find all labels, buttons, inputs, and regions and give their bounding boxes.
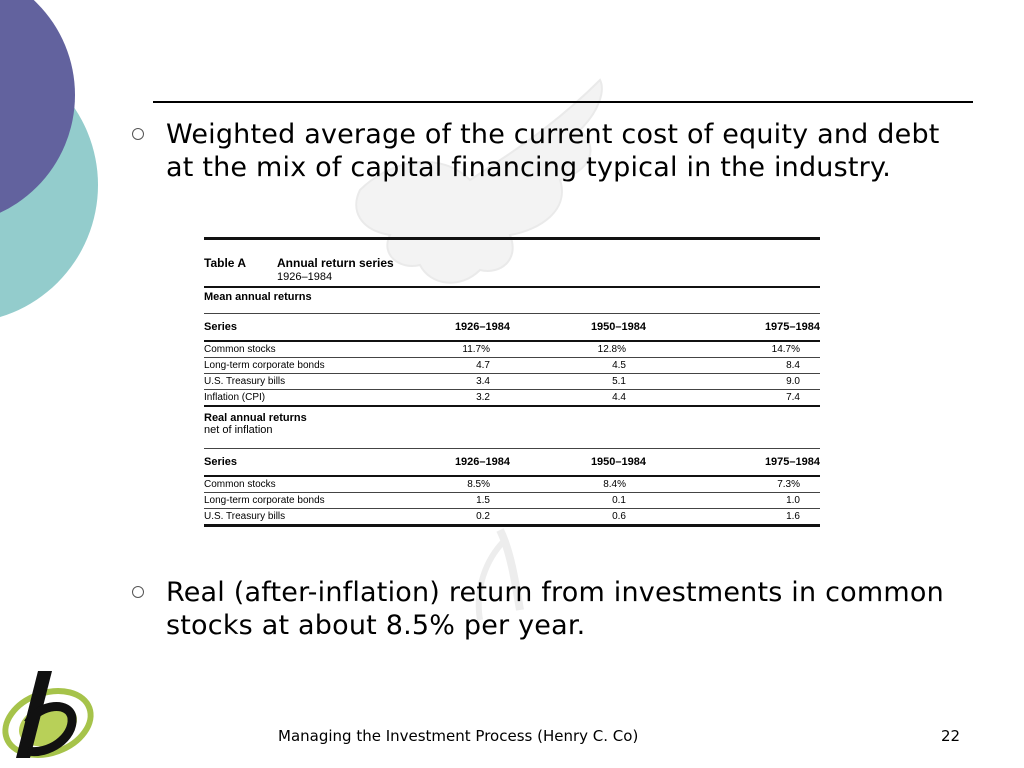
cell: 8.4%	[603, 479, 626, 490]
table-row: Common stocks 8.5% 8.4% 7.3%	[204, 477, 820, 492]
cell: Common stocks	[204, 344, 276, 355]
table-row: Inflation (CPI) 3.2 4.4 7.4	[204, 390, 820, 405]
cell: 7.4	[786, 392, 800, 403]
section-subtitle: net of inflation	[204, 424, 273, 436]
cell: 0.2	[476, 511, 490, 522]
table-rule	[204, 373, 820, 374]
cell: 1.5	[476, 495, 490, 506]
bullet-circle-icon	[132, 128, 144, 140]
bullet-circle-icon	[132, 586, 144, 598]
table-rule	[204, 389, 820, 390]
table-title: Annual return series	[277, 256, 394, 270]
cell: Common stocks	[204, 479, 276, 490]
table-caption: Table A Annual return series 1926–1984	[204, 240, 820, 286]
table-row: Long-term corporate bonds 1.5 0.1 1.0	[204, 493, 820, 508]
table-header-row: Series 1926–1984 1950–1984 1975–1984	[204, 449, 820, 475]
cell: 8.4	[786, 360, 800, 371]
cell: 0.6	[612, 511, 626, 522]
cell: 8.5%	[467, 479, 490, 490]
cell: 4.7	[476, 360, 490, 371]
table-rule	[204, 475, 820, 477]
returns-table: Table A Annual return series 1926–1984 M…	[204, 237, 820, 527]
table-rule	[204, 508, 820, 509]
cell: 4.5	[612, 360, 626, 371]
brand-logo	[2, 671, 94, 758]
table-rule	[204, 448, 820, 449]
cell: 11.7%	[462, 344, 490, 355]
table-row: U.S. Treasury bills 0.2 0.6 1.6	[204, 509, 820, 524]
table-row: U.S. Treasury bills 3.4 5.1 9.0	[204, 374, 820, 389]
table-rule	[204, 286, 820, 288]
cell: U.S. Treasury bills	[204, 376, 286, 387]
table-rule	[204, 492, 820, 493]
table-row: Long-term corporate bonds 4.7 4.5 8.4	[204, 358, 820, 373]
cell: 9.0	[786, 376, 800, 387]
table-header-row: Series 1926–1984 1950–1984 1975–1984	[204, 314, 820, 340]
cell: U.S. Treasury bills	[204, 511, 286, 522]
col-header: 1975–1984	[764, 321, 820, 333]
col-header: Series	[204, 321, 238, 333]
cell: Long-term corporate bonds	[204, 360, 325, 371]
bullet-text: Real (after-inflation) return from inves…	[166, 577, 944, 641]
table-label: Table A	[204, 256, 247, 270]
cell: Long-term corporate bonds	[204, 495, 325, 506]
title-divider	[153, 101, 973, 103]
table-rule	[204, 405, 820, 407]
col-header: 1975–1984	[764, 456, 820, 468]
col-header: Series	[204, 456, 238, 468]
cell: 14.7%	[771, 344, 800, 355]
section-title: Mean annual returns	[204, 291, 312, 303]
cell: Inflation (CPI)	[204, 392, 266, 403]
footer-title: Managing the Investment Process (Henry C…	[278, 727, 639, 745]
table-row: Common stocks 11.7% 12.8% 14.7%	[204, 342, 820, 357]
table-years: 1926–1984	[277, 271, 333, 283]
table-rule	[204, 340, 820, 342]
cell: 1.0	[786, 495, 800, 506]
col-header: 1950–1984	[590, 456, 646, 468]
cell: 3.2	[476, 392, 490, 403]
table-rule	[204, 524, 820, 527]
cell: 4.4	[612, 392, 626, 403]
table-rule	[204, 237, 820, 240]
col-header: 1926–1984	[454, 456, 510, 468]
cell: 7.3%	[777, 479, 800, 490]
col-header: 1926–1984	[454, 321, 510, 333]
col-header: 1950–1984	[590, 321, 646, 333]
bullet-text: Weighted average of the current cost of …	[166, 119, 940, 183]
cell: 0.1	[612, 495, 626, 506]
table-rule	[204, 357, 820, 358]
cell: 12.8%	[597, 344, 626, 355]
cell: 5.1	[612, 376, 626, 387]
table-rule	[204, 313, 820, 314]
purple-circle	[0, 0, 75, 213]
decorative-circles	[0, 0, 98, 318]
section-title-block: Real annual returns net of inflation	[204, 407, 820, 448]
section-title: Real annual returns	[204, 412, 307, 424]
page-number: 22	[941, 727, 961, 745]
cell: 1.6	[786, 511, 800, 522]
cell: 3.4	[476, 376, 490, 387]
watermark-figure	[355, 78, 603, 621]
